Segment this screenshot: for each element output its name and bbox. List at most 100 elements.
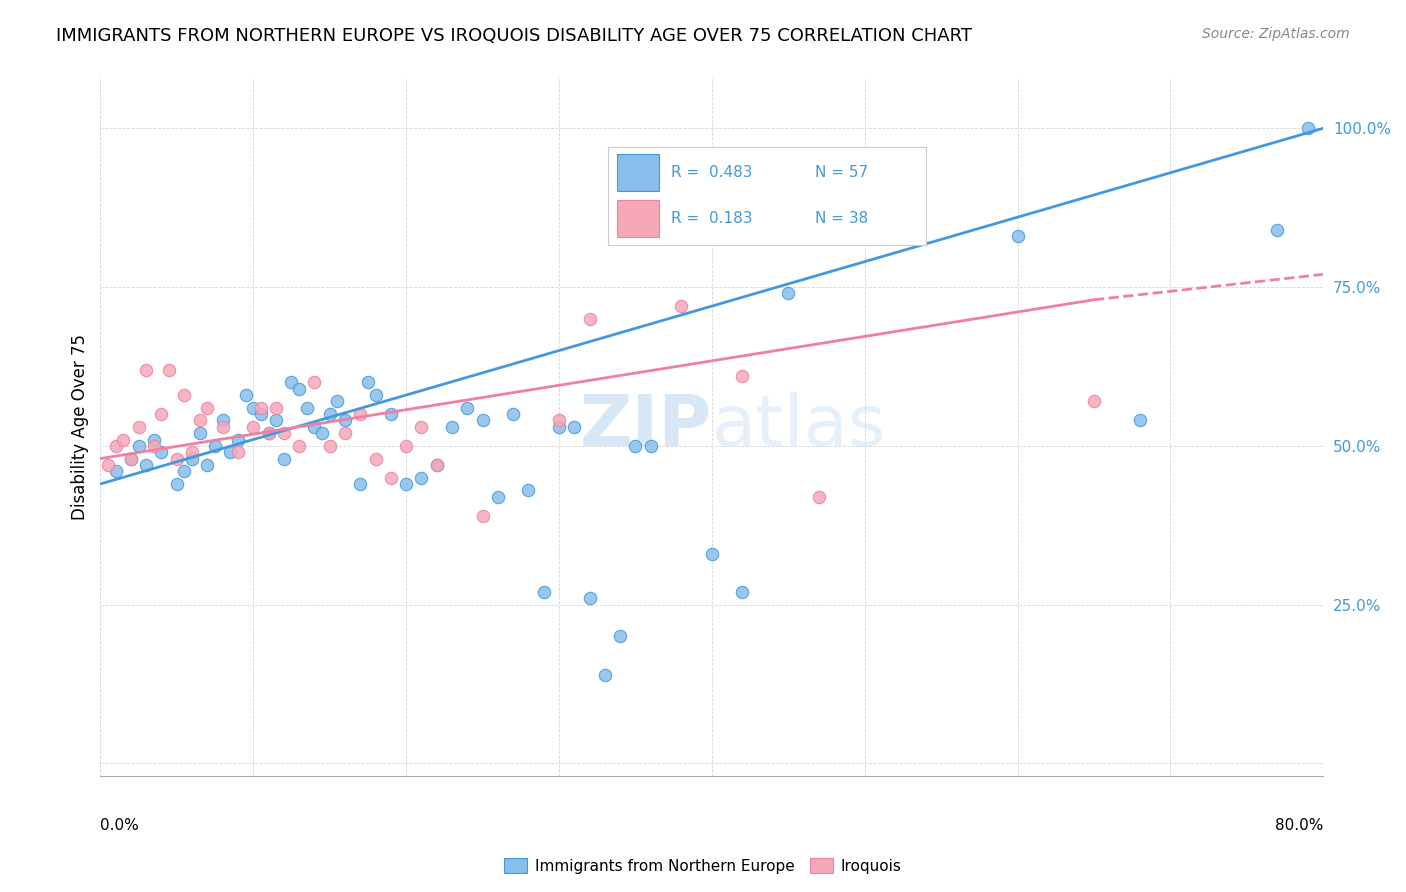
Point [731,369,754,384]
Point [150,407,173,421]
Point [142,439,165,453]
Point [273,451,295,466]
Point [181,451,204,466]
Point [166,451,188,466]
Point [318,407,340,421]
Point [173,388,195,402]
Point [104,439,127,453]
Point [548,419,571,434]
Point [211,413,233,427]
Point [295,401,318,415]
Point [166,477,188,491]
Point [380,407,402,421]
Point [411,419,433,434]
Point [264,401,287,415]
Point [578,311,600,326]
Point [195,401,218,415]
Point [395,477,418,491]
Point [288,382,311,396]
Point [264,413,287,427]
Point [426,458,449,472]
Point [326,394,349,409]
Point [357,376,380,390]
Point [150,445,173,459]
Point [120,451,142,466]
Text: atlas: atlas [711,392,886,461]
Legend: Immigrants from Northern Europe, Iroquois: Immigrants from Northern Europe, Iroquoi… [498,852,908,880]
Point [380,470,402,484]
Text: 0.0%: 0.0% [100,818,139,833]
Point [257,426,280,441]
Point [517,483,540,498]
Point [135,362,157,376]
Point [640,439,662,453]
Point [242,419,264,434]
Point [128,419,150,434]
Point [204,439,226,453]
Point [593,667,616,681]
Point [778,286,800,301]
Point [731,585,754,599]
Point [578,591,600,606]
Text: Source: ZipAtlas.com: Source: ZipAtlas.com [1202,27,1350,41]
Point [349,407,371,421]
Point [1267,223,1289,237]
Point [1007,229,1029,244]
Point [135,458,157,472]
Text: 80.0%: 80.0% [1275,818,1323,833]
Point [456,401,478,415]
Point [226,433,249,447]
Point [142,433,165,447]
Point [250,407,273,421]
Point [157,362,180,376]
Point [120,451,142,466]
Point [609,629,631,643]
Point [700,547,723,561]
Point [112,433,135,447]
Point [1296,121,1319,136]
Point [1083,394,1105,409]
Point [471,413,494,427]
Point [280,376,302,390]
Point [502,407,524,421]
Point [426,458,449,472]
Point [195,458,218,472]
Point [548,413,571,427]
Point [235,388,257,402]
Point [349,477,371,491]
Point [471,508,494,523]
Point [304,376,326,390]
Point [304,419,326,434]
Point [226,445,249,459]
Point [97,458,120,472]
Point [807,490,830,504]
Point [219,445,242,459]
Point [333,413,356,427]
Point [211,419,233,434]
Point [257,426,280,441]
Text: ZIP: ZIP [579,392,711,461]
Point [288,439,311,453]
Point [671,299,693,313]
Point [104,464,127,478]
Point [242,401,264,415]
Point [250,401,273,415]
Point [333,426,356,441]
Point [1129,413,1152,427]
Point [533,585,555,599]
Point [188,426,211,441]
Point [364,388,387,402]
Point [128,439,150,453]
Point [311,426,333,441]
Point [364,451,387,466]
Point [486,490,509,504]
Point [181,445,204,459]
Point [411,470,433,484]
Point [440,419,463,434]
Point [395,439,418,453]
Point [188,413,211,427]
Y-axis label: Disability Age Over 75: Disability Age Over 75 [72,334,89,520]
Point [318,439,340,453]
Text: IMMIGRANTS FROM NORTHERN EUROPE VS IROQUOIS DISABILITY AGE OVER 75 CORRELATION C: IMMIGRANTS FROM NORTHERN EUROPE VS IROQU… [56,27,972,45]
Point [624,439,647,453]
